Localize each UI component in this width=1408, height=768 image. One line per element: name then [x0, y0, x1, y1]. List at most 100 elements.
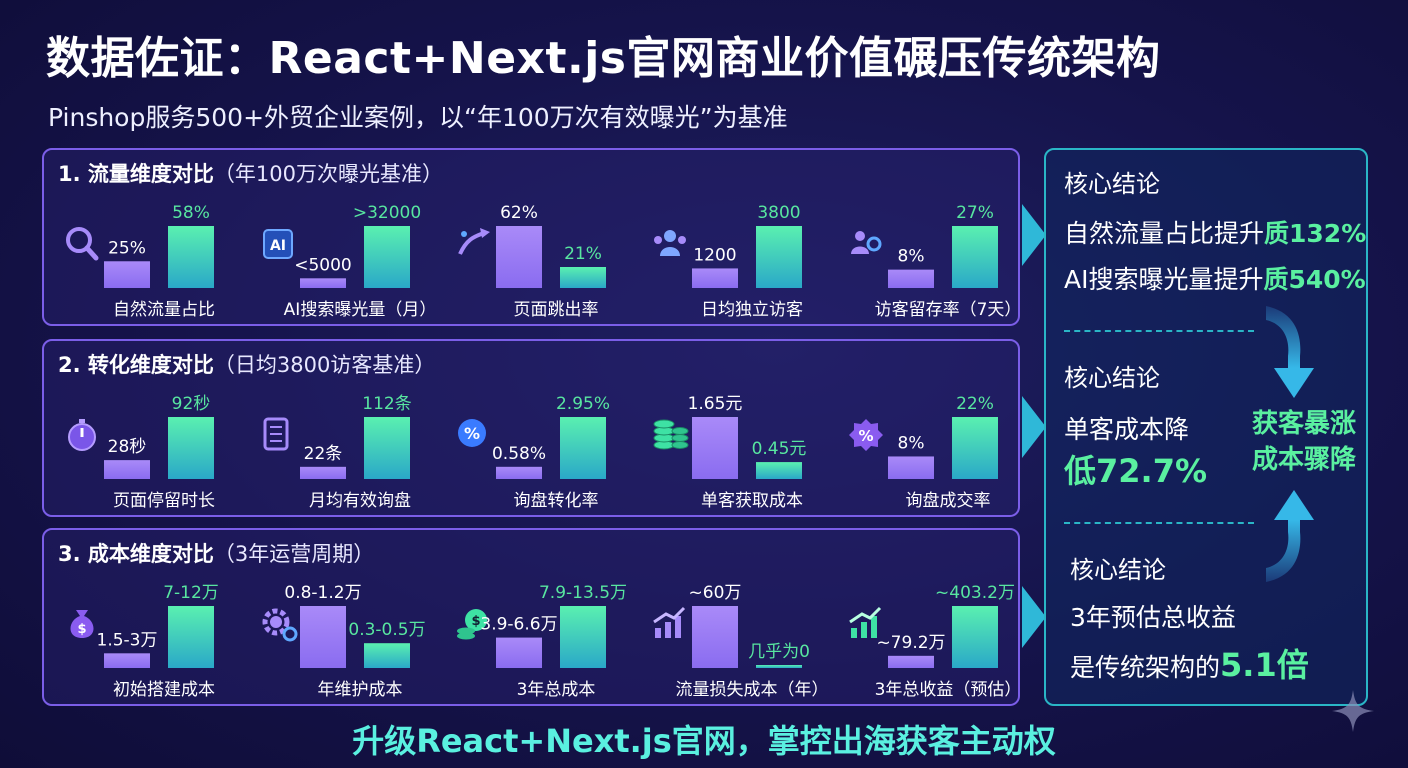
value-label-traditional: 8%	[898, 247, 925, 267]
bar-nextjs	[560, 417, 606, 479]
value-label-traditional: 0.58%	[492, 444, 546, 464]
conclusion-multiplier-line: 是传统架构的5.1倍	[1070, 640, 1309, 686]
value-label-nextjs: 27%	[956, 203, 994, 223]
bar-nextjs	[364, 417, 410, 479]
money-bag-icon: $	[70, 610, 94, 638]
bar-traditional	[496, 226, 542, 288]
coin-stack-icon	[653, 419, 689, 450]
bounce-arrow-icon	[458, 228, 490, 255]
value-label-nextjs: 几乎为0	[748, 642, 810, 662]
value-label-traditional: 25%	[108, 238, 146, 258]
bar-nextjs	[756, 462, 802, 479]
metric-group-日均独立访客: 1200 3800 日均独立访客	[654, 203, 803, 320]
bar-nextjs	[756, 226, 802, 288]
panel-heading-note: （年100万次曝光基准）	[213, 162, 443, 186]
bar-traditional	[888, 655, 934, 668]
conclusion-caption: 核心结论	[1064, 364, 1160, 392]
value-label-nextjs: >32000	[353, 203, 421, 223]
divider	[1064, 522, 1254, 524]
conclusion-text: 是传统架构的	[1070, 653, 1221, 682]
bar-traditional	[300, 466, 346, 479]
bottom-banner: 升级React+Next.js官网，掌控出海获客主动权	[352, 722, 1056, 760]
rising-bars-icon	[653, 606, 686, 638]
metric-label: 流量损失成本（年）	[676, 680, 829, 700]
bar-nextjs	[364, 643, 410, 668]
discount-badge-icon: %	[849, 419, 883, 451]
conclusion-text: AI搜索曝光量提升	[1064, 265, 1264, 294]
coin-stack-dollar-icon: $	[457, 609, 487, 640]
svg-text:AI: AI	[270, 238, 286, 254]
page-subtitle: Pinshop服务500+外贸企业案例，以“年100万次有效曝光”为基准	[48, 103, 788, 132]
metric-label: 3年总收益（预估）	[875, 680, 1022, 700]
metric-label: 页面跳出率	[514, 300, 599, 320]
value-label-nextjs: ~403.2万	[935, 583, 1015, 603]
value-label-traditional: 22条	[304, 444, 343, 464]
value-label-traditional: 1.65元	[688, 394, 743, 414]
bar-nextjs	[952, 417, 998, 479]
metric-group-3年总收益预估: ~79.2万 ~403.2万 3年总收益（预估）	[849, 583, 1022, 700]
bar-traditional	[104, 460, 150, 479]
highlight-line: 获客暴涨	[1251, 409, 1356, 439]
conclusion-traffic-line: 自然流量占比提升质132%	[1064, 214, 1366, 250]
panel-heading-title: 2. 转化维度对比	[58, 353, 214, 377]
conclusion-highlight: 获客暴涨 成本骤降	[1244, 406, 1364, 478]
metric-label: 自然流量占比	[113, 300, 215, 320]
panel-heading-title: 1. 流量维度对比	[58, 162, 214, 186]
metric-label: 初始搭建成本	[113, 680, 215, 700]
bar-traditional	[692, 417, 738, 479]
value-label-traditional: 62%	[500, 203, 538, 223]
bar-traditional	[104, 261, 150, 288]
value-label-nextjs: 22%	[956, 394, 994, 414]
bar-traditional	[888, 269, 934, 288]
metric-group-AI搜索曝光量月: AI <5000 >32000 AI搜索曝光量（月）	[263, 203, 437, 320]
value-label-nextjs: 21%	[564, 244, 602, 264]
conclusion-caption: 核心结论	[1064, 170, 1160, 198]
value-label-traditional: 1.5-3万	[97, 630, 158, 650]
panel-heading-title: 3. 成本维度对比	[58, 542, 214, 566]
metric-label: 询盘转化率	[514, 491, 599, 511]
retention-users-icon	[851, 231, 882, 254]
bar-nextjs	[168, 417, 214, 479]
connector-arrow-icon	[1022, 204, 1046, 266]
metric-label: 页面停留时长	[113, 491, 215, 511]
sparkle-icon	[1332, 690, 1374, 732]
value-label-nextjs: 7.9-13.5万	[539, 583, 627, 603]
metric-label: AI搜索曝光量（月）	[284, 300, 437, 320]
bar-nextjs	[168, 606, 214, 668]
value-label-traditional: 28秒	[108, 437, 147, 457]
bar-nextjs	[952, 606, 998, 668]
metric-label: 年维护成本	[318, 680, 403, 700]
metric-group-页面跳出率: 62% 21% 页面跳出率	[458, 203, 606, 320]
traffic-comparison-panel: 1. 流量维度对比（年100万次曝光基准） 25% 58% 自然流量占比 AI <500…	[42, 148, 1021, 326]
value-label-traditional: ~60万	[689, 583, 742, 603]
metric-group-询盘成交率: % 8% 22% 询盘成交率	[849, 394, 998, 511]
traffic-bar-chart: 25% 58% 自然流量占比 AI <5000 >32000 AI搜索曝光量（月） 62% 21…	[66, 203, 1021, 320]
value-label-nextjs: 0.3-0.5万	[348, 620, 425, 640]
flow-arrows-icon	[1266, 306, 1314, 582]
value-label-traditional: 3.9-6.6万	[480, 615, 557, 635]
bar-nextjs	[560, 606, 606, 668]
value-label-nextjs: 3800	[757, 203, 800, 223]
metric-label: 日均独立访客	[701, 300, 803, 320]
value-label-nextjs: 7-12万	[163, 583, 219, 603]
metric-group-自然流量占比: 25% 58% 自然流量占比	[66, 203, 215, 320]
connector-arrow-icon	[1022, 586, 1046, 648]
bar-nextjs	[952, 226, 998, 288]
ai-chip-icon: AI	[263, 229, 293, 259]
conclusion-value: 质132%	[1264, 219, 1367, 248]
conclusion-value: 质540%	[1263, 265, 1366, 294]
value-label-nextjs: 92秒	[172, 394, 211, 414]
value-label-nextjs: 58%	[172, 203, 210, 223]
metric-group-3年总成本: $3.9-6.6万 7.9-13.5万 3年总成本	[457, 583, 627, 700]
value-label-nextjs: 0.45元	[752, 439, 807, 459]
conclusion-caption: 核心结论	[1070, 556, 1166, 584]
highlight-line: 成本骤降	[1251, 445, 1356, 475]
inquiry-document-icon	[263, 417, 289, 451]
metric-label: 询盘成交率	[906, 491, 991, 511]
magnifier-icon	[66, 227, 99, 261]
growth-chart-icon	[849, 606, 882, 638]
